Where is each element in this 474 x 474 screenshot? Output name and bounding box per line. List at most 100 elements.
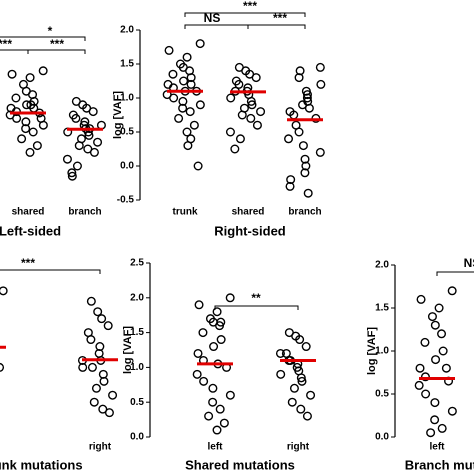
data-point: [301, 342, 311, 352]
significance-bracket: [184, 12, 306, 17]
x-tick-label: right: [287, 442, 310, 453]
y-tick-label: 1.0: [375, 346, 389, 357]
data-point: [103, 321, 113, 331]
data-point: [186, 73, 196, 83]
data-point: [86, 296, 96, 306]
data-point: [212, 307, 222, 317]
data-point: [93, 307, 103, 317]
data-point: [189, 120, 199, 130]
significance-label: **: [251, 291, 261, 305]
y-axis-label: log [VAF]: [112, 91, 124, 139]
panel-title: Shared mutations: [185, 457, 295, 472]
data-point: [315, 147, 325, 157]
data-point: [276, 369, 286, 379]
data-point: [285, 181, 295, 191]
significance-label: ***: [50, 37, 64, 51]
data-point: [80, 117, 90, 127]
data-point: [28, 127, 38, 137]
data-point: [178, 103, 188, 113]
data-point: [306, 390, 316, 400]
data-point: [208, 383, 218, 393]
panel-title: Right-sided: [214, 223, 286, 238]
x-tick-label: left: [208, 442, 224, 453]
data-point: [247, 100, 257, 110]
data-point: [275, 348, 285, 358]
data-point: [430, 415, 440, 425]
data-point: [246, 96, 256, 106]
y-tick-label: 0.5: [375, 389, 389, 400]
significance-bracket: [27, 49, 86, 54]
data-point: [437, 423, 447, 433]
data-point: [234, 79, 244, 89]
data-point: [300, 168, 310, 178]
data-point: [21, 124, 31, 134]
significance-bracket: [436, 271, 474, 276]
data-point: [87, 362, 97, 372]
data-point: [67, 171, 77, 181]
significance-bracket: [184, 24, 249, 29]
y-tick-label: 2.0: [130, 292, 144, 303]
data-point: [295, 335, 305, 345]
data-point: [22, 100, 32, 110]
y-tick-label: 0.0: [130, 432, 144, 443]
data-point: [164, 45, 174, 55]
data-point: [62, 154, 72, 164]
x-tick-label: trunk: [173, 207, 198, 218]
y-tick-label: 2.0: [120, 25, 134, 36]
data-point: [182, 52, 192, 62]
data-point: [212, 425, 222, 435]
data-point: [225, 127, 235, 137]
data-point: [230, 144, 240, 154]
data-point: [219, 418, 229, 428]
data-point: [225, 390, 235, 400]
data-point: [286, 175, 296, 185]
significance-bracket: [247, 24, 306, 29]
data-point: [256, 107, 266, 117]
y-tick-label: 0.5: [120, 127, 134, 138]
data-point: [36, 113, 46, 123]
data-point: [208, 397, 218, 407]
data-point: [438, 346, 448, 356]
data-point: [296, 404, 306, 414]
y-tick-label: 1.0: [120, 93, 134, 104]
data-point: [21, 117, 31, 127]
data-point: [226, 93, 236, 103]
y-axis-label: log [VAF]: [122, 326, 134, 374]
data-point: [447, 286, 457, 296]
data-point: [225, 293, 235, 303]
significance-label: NS: [204, 11, 221, 25]
data-point: [441, 363, 451, 373]
y-tick-label: 2.0: [375, 260, 389, 271]
data-point: [296, 373, 306, 383]
data-point: [447, 406, 457, 416]
significance-label: ***: [243, 0, 257, 13]
data-point: [198, 328, 208, 338]
y-tick-label: 0.0: [375, 432, 389, 443]
panel-title: Left-sided: [0, 223, 61, 238]
data-point: [216, 317, 226, 327]
data-point: [195, 39, 205, 49]
y-tick-label: 2.5: [130, 258, 144, 269]
data-point: [74, 141, 84, 151]
data-point: [178, 96, 188, 106]
data-point: [246, 113, 256, 123]
data-point: [168, 69, 178, 79]
significance-bracket: [0, 36, 86, 41]
data-point: [204, 411, 214, 421]
data-point: [12, 113, 22, 123]
data-point: [430, 320, 440, 330]
data-point: [215, 404, 225, 414]
data-point: [194, 300, 204, 310]
data-point: [186, 79, 196, 89]
data-point: [86, 335, 96, 345]
panel-title: Trunk mutations: [0, 457, 83, 472]
y-tick-label: 1.0: [130, 362, 144, 373]
data-point: [415, 363, 425, 373]
data-point: [416, 294, 426, 304]
y-tick-label: 1.5: [130, 327, 144, 338]
significance-bracket: [214, 305, 299, 310]
data-point: [182, 127, 192, 137]
data-point: [26, 100, 36, 110]
data-point: [183, 141, 193, 151]
